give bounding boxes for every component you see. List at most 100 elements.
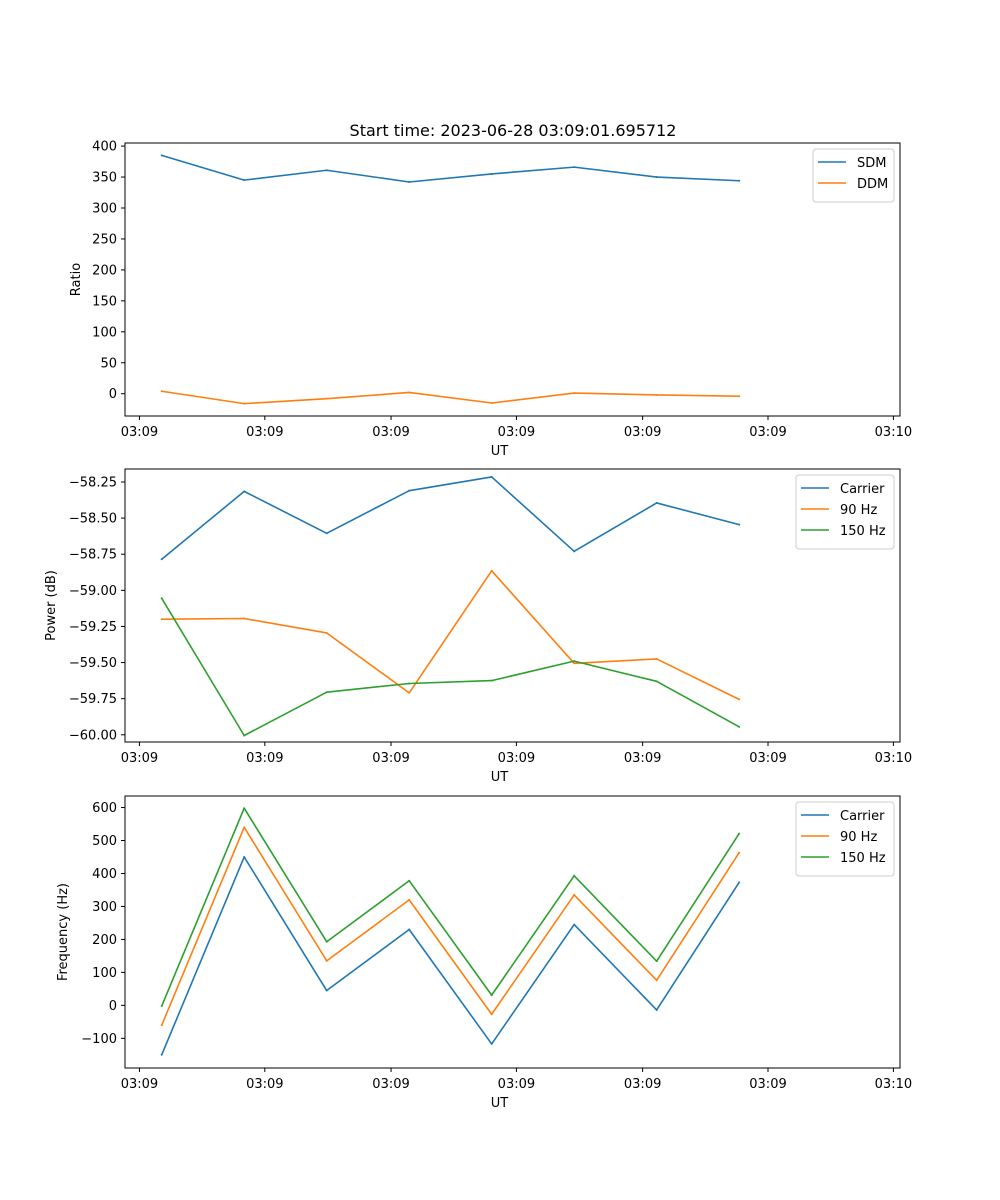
frequency-ytick-label: 500 (92, 834, 117, 849)
power-xtick-label: 03:09 (372, 751, 409, 766)
frequency-series-2-point (573, 874, 576, 877)
frequency-xtick-label: 03:09 (372, 1077, 409, 1092)
figure-title: Start time: 2023-06-28 03:09:01.695712 (350, 121, 677, 140)
frequency-xtick-label: 03:09 (624, 1077, 661, 1092)
frequency-ylabel: Frequency (Hz) (56, 883, 71, 981)
power-series-0-point (408, 489, 411, 492)
frequency-xtick-label: 03:09 (121, 1077, 158, 1092)
frequency-series-2-point (243, 807, 246, 810)
ratio-axes-frame (124, 142, 901, 417)
power-series-1-point (243, 617, 246, 620)
power-xtick-label: 03:09 (749, 751, 786, 766)
ratio-series-0-point (325, 169, 328, 172)
power-xtick-label: 03:09 (246, 751, 283, 766)
power-series-line-1 (161, 570, 740, 701)
ratio-ylabel: Ratio (69, 263, 84, 296)
frequency-series-line-0 (160, 856, 740, 1056)
ratio-ytick-label: 250 (92, 232, 117, 247)
power-xtick-label: 03:09 (498, 751, 535, 766)
ratio-xtick-label: 03:09 (749, 425, 786, 440)
ratio-series-0-point (738, 179, 741, 182)
charts: 03:09 03:09 03:09 03:09 03:09 03:09 03:10 0 50 10… (44, 140, 912, 1111)
power-series-line-0 (161, 476, 740, 560)
power-xtick-label: 03:09 (624, 751, 661, 766)
frequency-series-0-point (325, 989, 328, 992)
frequency-series-1-point (490, 1013, 493, 1016)
frequency-xtick-label: 03:09 (246, 1077, 283, 1092)
frequency-series-1-point (738, 851, 741, 854)
ratio-series-line-1 (161, 390, 740, 405)
ratio-ytick-label: 50 (100, 356, 117, 371)
frequency-series-1-point (325, 959, 328, 962)
ratio-series-1-point (573, 392, 576, 395)
power-ytick-label: −59.75 (69, 692, 117, 707)
ratio-series-0-point (160, 154, 163, 157)
power-ytick-label: −58.25 (69, 476, 117, 491)
ratio-xtick-label: 03:09 (121, 425, 158, 440)
frequency-xtick-label: 03:09 (749, 1077, 786, 1092)
power-series-2-point (243, 734, 246, 737)
ratio-series-0-point (573, 166, 576, 169)
frequency-series-1-point (655, 979, 658, 982)
ratio-ytick-label: 350 (92, 171, 117, 186)
power-series-0-point (325, 532, 328, 535)
ratio-legend-label-0: SDM (857, 156, 886, 171)
power-ytick-label: −59.50 (69, 656, 117, 671)
frequency-series-2-point (325, 940, 328, 943)
ratio-series-0-point (243, 179, 246, 182)
power-series-1-point (655, 657, 658, 660)
frequency-axes-frame (124, 795, 901, 1069)
frequency-series-1-point (243, 826, 246, 829)
frequency-legend-label-0: Carrier (840, 809, 885, 824)
frequency-series-0-point (490, 1042, 493, 1045)
power-legend: Carrier 90 Hz 150 Hz (795, 474, 895, 550)
frequency-series-2-point (655, 960, 658, 963)
frequency-xtick-label: 03:10 (875, 1077, 912, 1092)
frequency-legend-label-2: 150 Hz (840, 851, 886, 866)
frequency-series-line-2 (160, 807, 740, 1007)
frequency-ytick-label: 0 (109, 999, 117, 1014)
ratio-ytick-label: 400 (92, 140, 117, 155)
ratio-series-1-point (655, 393, 658, 396)
power-series-1-point (160, 618, 163, 621)
power-series-1-point (408, 691, 411, 694)
power-series-2-point (325, 691, 328, 694)
power-series-2-point (490, 679, 493, 682)
ratio-series-0-point (408, 181, 411, 183)
frequency-xlabel: UT (491, 1096, 509, 1111)
power-series-1-point (573, 662, 576, 665)
frequency-series-1-point (160, 1024, 163, 1027)
ratio-ytick-label: 0 (109, 387, 117, 402)
frequency-series-2-point (738, 832, 741, 835)
frequency-series-0-point (160, 1053, 163, 1056)
ratio-xlabel: UT (491, 444, 509, 459)
power-series-0-point (243, 490, 246, 493)
ratio-series-line-0 (161, 154, 740, 183)
power-series-2-point (655, 680, 658, 683)
frequency-series-1-point (573, 893, 576, 896)
power-xlabel: UT (491, 770, 509, 785)
ratio-xtick-label: 03:10 (875, 425, 912, 440)
frequency-xtick-label: 03:09 (498, 1077, 535, 1092)
power-xtick-label: 03:09 (121, 751, 158, 766)
power-series-2-point (738, 725, 741, 728)
power-axes-frame (124, 468, 901, 743)
frequency-series-2-point (408, 879, 411, 882)
ratio-ytick-label: 100 (92, 325, 117, 340)
power-series-2-point (573, 660, 576, 663)
ratio-xtick-label: 03:09 (246, 425, 283, 440)
ratio-ytick-label: 150 (92, 294, 117, 309)
power-series-0-point (655, 501, 658, 504)
frequency-ytick-label: 100 (92, 966, 117, 981)
frequency-series-0-point (738, 881, 741, 884)
power-series-0-point (738, 523, 741, 526)
frequency-series-0-point (408, 928, 411, 931)
power-series-1-point (738, 698, 741, 701)
frequency-series-1-point (408, 898, 411, 901)
ratio-series-1-point (160, 390, 163, 393)
power-legend-label-1: 90 Hz (840, 503, 877, 518)
ratio-xtick-label: 03:09 (498, 425, 535, 440)
power-ytick-label: −58.75 (69, 548, 117, 563)
power-legend-label-0: Carrier (840, 482, 885, 497)
power-ylabel: Power (dB) (44, 570, 59, 641)
